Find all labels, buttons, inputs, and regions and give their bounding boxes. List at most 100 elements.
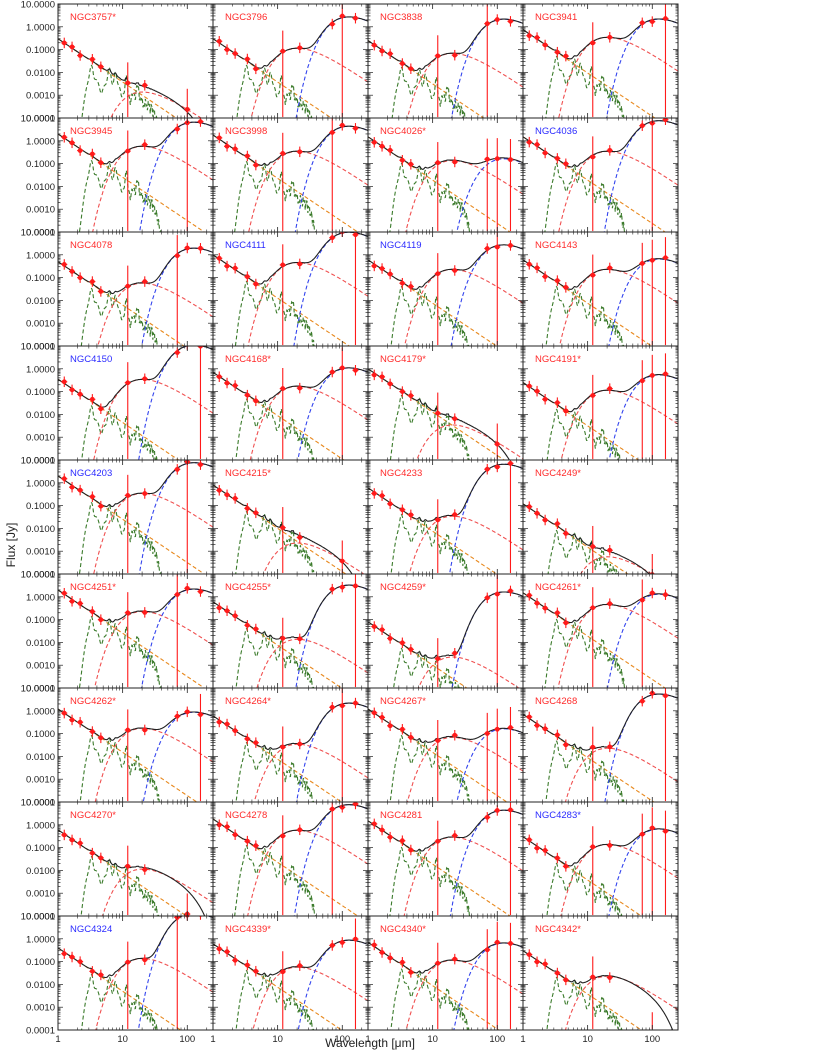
y-tick-label: 0.0001 (26, 456, 55, 467)
warm-dust-component-line (406, 736, 523, 802)
plot-area (523, 688, 678, 802)
pah-component-line (236, 64, 313, 118)
observed-point (142, 609, 148, 615)
observed-point (590, 393, 596, 398)
galaxy-name-label: NGC3998 (225, 126, 267, 137)
observed-point (297, 741, 303, 747)
plot-area (213, 232, 368, 346)
stellar-component-line (523, 592, 667, 688)
observed-point (379, 715, 385, 720)
observed-point (663, 592, 668, 598)
observed-point (98, 503, 104, 509)
observed-point (142, 376, 148, 382)
y-tick-label: 0.0010 (26, 889, 55, 900)
observed-point (408, 284, 414, 289)
galaxy-name-label: NGC3838 (380, 12, 422, 23)
observed-point (607, 601, 613, 607)
sed-panel: 0.0001 0.0010 0.0100 0.1000 1.0000 10.0000 NGC… (21, 114, 214, 239)
observed-point (174, 126, 180, 132)
observed-point (554, 156, 560, 161)
observed-point (542, 150, 548, 156)
observed-point (353, 125, 358, 131)
pah-component-line (81, 405, 158, 460)
y-tick-label: 0.1000 (26, 501, 55, 512)
y-tick-label: 0.0100 (26, 752, 55, 763)
observed-point (224, 380, 230, 386)
y-tick-label: 0.0010 (26, 205, 55, 216)
observed-point (232, 146, 238, 152)
galaxy-name-label: NGC4143 (535, 240, 577, 251)
observed-point (607, 34, 613, 40)
observed-point (590, 605, 596, 611)
stellar-component-line (523, 713, 655, 802)
sed-panel: NGC4119 (367, 231, 524, 347)
observed-point (408, 512, 414, 518)
pah-component-line (234, 280, 315, 346)
y-tick-label: 1.0000 (26, 820, 55, 831)
warm-dust-component-line (93, 378, 213, 460)
plot-area (58, 693, 213, 802)
galaxy-name-label: NGC4036 (535, 126, 577, 137)
observed-point (379, 266, 385, 271)
warm-dust-component-line (249, 385, 368, 460)
observed-point (526, 139, 532, 145)
plot-area (523, 579, 678, 688)
observed-point (61, 710, 67, 716)
sed-panel: 0.0001 0.0010 0.0100 0.1000 1.0000 10.0000 NGC… (21, 570, 214, 695)
observed-point (379, 143, 385, 149)
plot-area (213, 4, 368, 118)
y-tick-label: 10.0000 (21, 342, 55, 353)
galaxy-name-label: NGC4251* (70, 582, 116, 593)
observed-point (399, 726, 405, 732)
observed-point (494, 726, 500, 732)
galaxy-name-label: NGC4268 (535, 696, 577, 707)
sed-panel: NGC4249* (522, 459, 679, 575)
y-tick-label: 0.1000 (26, 843, 55, 854)
observed-point (508, 725, 513, 730)
stellar-component-line (213, 601, 343, 688)
observed-point (408, 735, 414, 740)
observed-point (297, 535, 303, 540)
observed-point (554, 610, 560, 616)
pah-component-line (78, 159, 162, 232)
observed-point (244, 153, 250, 159)
galaxy-name-label: NGC3941 (535, 12, 577, 23)
observed-point (142, 279, 148, 284)
galaxy-name-label: NGC4150 (70, 354, 112, 365)
observed-point (508, 588, 513, 594)
plot-area (213, 484, 365, 574)
observed-point (554, 521, 560, 527)
warm-dust-component-line (97, 282, 213, 346)
cold-dust-component-line (140, 588, 213, 688)
observed-point (607, 744, 613, 750)
observed-point (98, 160, 104, 166)
observed-point (184, 106, 190, 112)
observed-point (232, 613, 238, 619)
sed-panel: 0.0001 0.0010 0.0100 0.1000 1.0000 10.0000 NGC… (21, 0, 214, 125)
observed-point (216, 605, 222, 611)
observed-point (387, 51, 393, 57)
y-tick-label: 10.0000 (21, 684, 55, 695)
observed-point (408, 393, 414, 399)
observed-point (125, 80, 131, 86)
observed-point (61, 134, 67, 140)
observed-point (554, 49, 560, 55)
galaxy-name-label: NGC4267* (380, 696, 426, 707)
observed-point (387, 271, 393, 277)
pah-component-line (389, 734, 470, 802)
observed-point (297, 261, 303, 267)
observed-point (253, 626, 259, 632)
cold-dust-component-line (456, 728, 523, 802)
observed-point (142, 491, 148, 496)
stellar-component-line (213, 134, 359, 232)
cold-dust-component-line (450, 18, 523, 118)
observed-point (244, 838, 250, 844)
observed-point (184, 585, 190, 591)
galaxy-name-label: NGC3945 (70, 126, 112, 137)
observed-point (174, 592, 180, 597)
cold-dust-component-line (141, 247, 213, 346)
observed-point (494, 464, 500, 470)
observed-point (526, 504, 532, 510)
stellar-component-line (368, 40, 485, 118)
